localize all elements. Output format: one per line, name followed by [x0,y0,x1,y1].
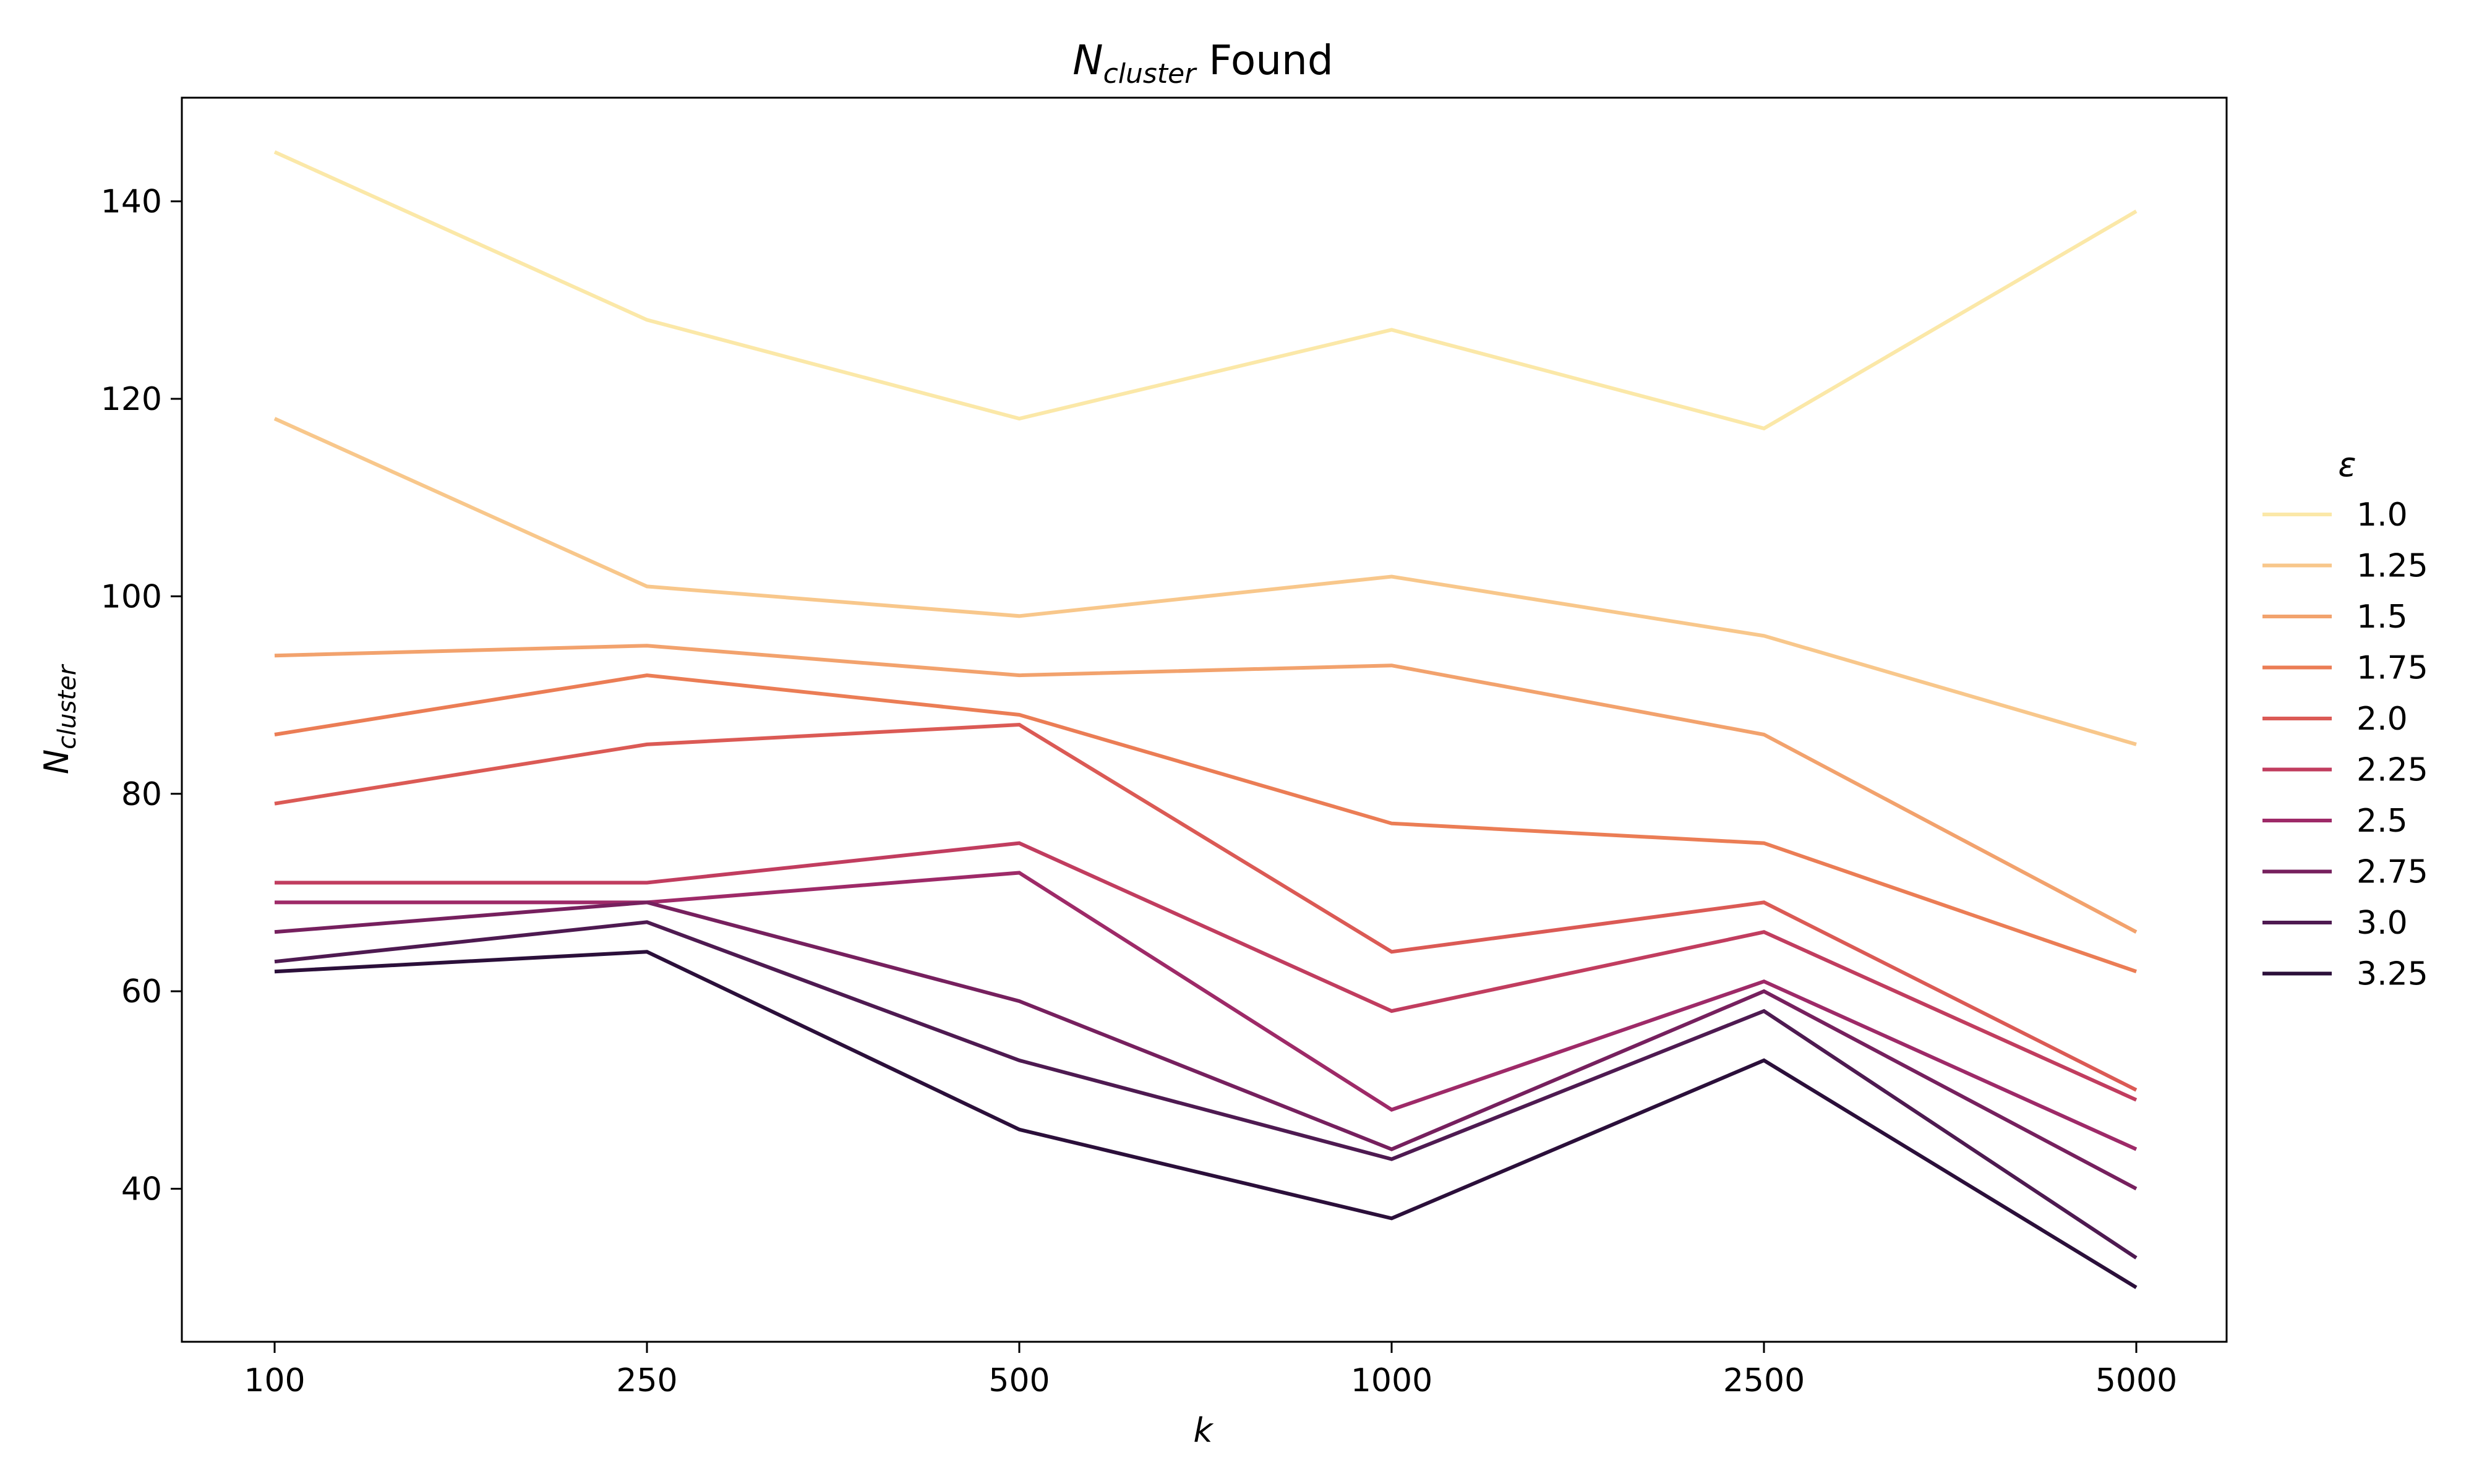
legend-label: 3.25 [2356,956,2428,993]
legend-label: 1.25 [2356,548,2428,585]
legend-title: ε [2338,445,2356,484]
y-tick-label: 140 [101,184,162,221]
x-axis: 100 250 500 1000 2500 5000 [244,1342,2177,1399]
series-line-3-0 [274,920,2138,1260]
plot-area [181,96,2228,1343]
chart-title: Ncluster Found [1072,36,1333,90]
series-layer [273,150,2138,1289]
x-tick-label: 5000 [2095,1362,2177,1399]
y-label-symbol: N [37,749,76,774]
x-tick-label: 500 [988,1362,1050,1399]
y-axis-label: Ncluster [37,663,82,774]
series-line-2-5 [275,871,2138,1151]
x-tick-label: 2500 [1723,1362,1805,1399]
y-tick-label: 100 [101,578,162,615]
legend-label: 1.75 [2356,650,2428,687]
x-tick-label: 250 [616,1362,677,1399]
y-tick-label: 80 [121,776,162,813]
series-line-1-25 [273,417,2137,746]
legend-label: 2.5 [2356,803,2408,840]
x-axis-label: k [1193,1411,1214,1450]
title-suffix: Found [1196,36,1333,84]
title-subscript: cluster [1103,58,1198,90]
series-line-3-25 [274,950,2138,1289]
title-symbol: N [1072,36,1103,84]
legend-label: 2.25 [2356,752,2428,789]
series-line-1-75 [274,673,2137,974]
y-axis: 40 60 80 100 120 140 [101,184,182,1208]
series-line-1-5 [274,644,2138,934]
legend-label: 1.5 [2356,599,2408,636]
series-line-2-0 [274,722,2138,1092]
y-tick-label: 120 [101,381,162,418]
y-tick-label: 60 [121,973,162,1010]
legend-label: 2.75 [2356,854,2428,891]
x-tick-label: 100 [244,1362,305,1399]
series-line-2-75 [274,900,2138,1191]
x-tick-label: 1000 [1351,1362,1432,1399]
y-tick-label: 40 [121,1171,162,1208]
legend-label: 3.0 [2356,905,2408,942]
y-label-subscript: cluster [53,663,82,749]
legend-label: 2.0 [2356,701,2408,738]
series-line-1-0 [273,150,2138,431]
legend: ε 1.0 1.25 1.5 1.75 2.0 2.25 2.5 2.75 3.0 3.25 [2262,445,2428,993]
legend-label: 1.0 [2356,497,2408,534]
series-line-2-25 [275,841,2138,1102]
